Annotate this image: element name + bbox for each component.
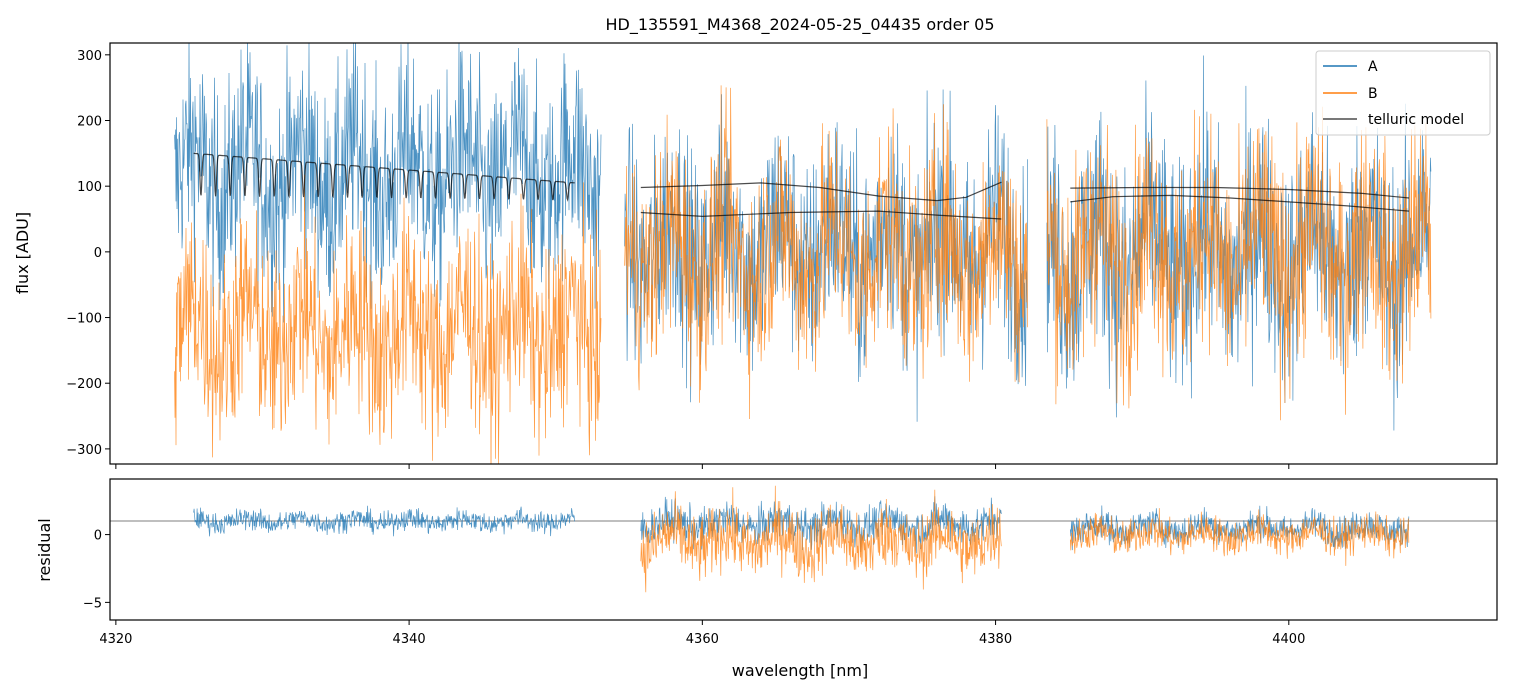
x-tick-label: 4320	[99, 632, 132, 647]
flux-series-b-seg-2	[1046, 106, 1432, 421]
x-tick-label: 4360	[686, 632, 719, 647]
residual-x-axis: 4320 4340 4360 4380 4400	[99, 620, 1305, 647]
telluric-model-line-1	[640, 181, 1002, 202]
residual-panel: 0 −5 4320 4340 4360 4380 4400 residual	[35, 478, 1498, 647]
residual-panel-frame	[109, 478, 1498, 621]
flux-y-label: flux [ADU]	[13, 212, 32, 294]
flux-x-ticks	[115, 464, 1290, 469]
chart-title: HD_135591_M4368_2024-05-25_04435 order 0…	[605, 15, 994, 35]
y-tick-label: 0	[94, 529, 102, 544]
x-axis-label: wavelength [nm]	[732, 661, 869, 680]
legend: A B telluric model	[1315, 50, 1491, 136]
y-tick-label: −5	[83, 596, 102, 611]
x-tick-label: 4380	[979, 632, 1012, 647]
y-tick-label: 0	[94, 246, 102, 261]
residual-y-axis: 0 −5	[83, 529, 110, 611]
residual-series-b-seg-2	[1069, 508, 1410, 566]
flux-panel: 300 200 100 0 −100 −200 −300 flux [ADU] A B te…	[13, 42, 1498, 469]
x-tick-label: 4400	[1272, 632, 1305, 647]
telluric-model-line-0	[193, 152, 575, 202]
y-tick-label: 100	[77, 180, 102, 195]
residual-y-label: residual	[35, 518, 54, 581]
y-tick-label: −100	[66, 312, 102, 327]
telluric-model-line-4	[1070, 194, 1410, 212]
y-tick-label: 200	[77, 115, 102, 130]
telluric-model-line-3	[1070, 186, 1410, 199]
flux-series-b-seg-0	[174, 174, 602, 464]
flux-series-a-seg-0	[174, 43, 602, 323]
y-tick-label: −300	[66, 443, 102, 458]
legend-label-a: A	[1368, 59, 1378, 75]
y-tick-label: −200	[66, 377, 102, 392]
residual-series-a-seg-0	[193, 505, 575, 537]
x-tick-label: 4340	[393, 632, 426, 647]
residual-series-b-seg-1	[640, 485, 1002, 593]
y-tick-label: 300	[77, 49, 102, 64]
flux-panel-frame	[109, 42, 1498, 465]
flux-y-axis: 300 200 100 0 −100 −200 −300	[66, 49, 110, 458]
legend-box	[1315, 50, 1491, 136]
telluric-model-line-2	[640, 210, 1002, 220]
legend-label-telluric: telluric model	[1368, 112, 1464, 128]
legend-label-b: B	[1368, 86, 1378, 102]
flux-series-b-seg-1	[624, 85, 1028, 420]
